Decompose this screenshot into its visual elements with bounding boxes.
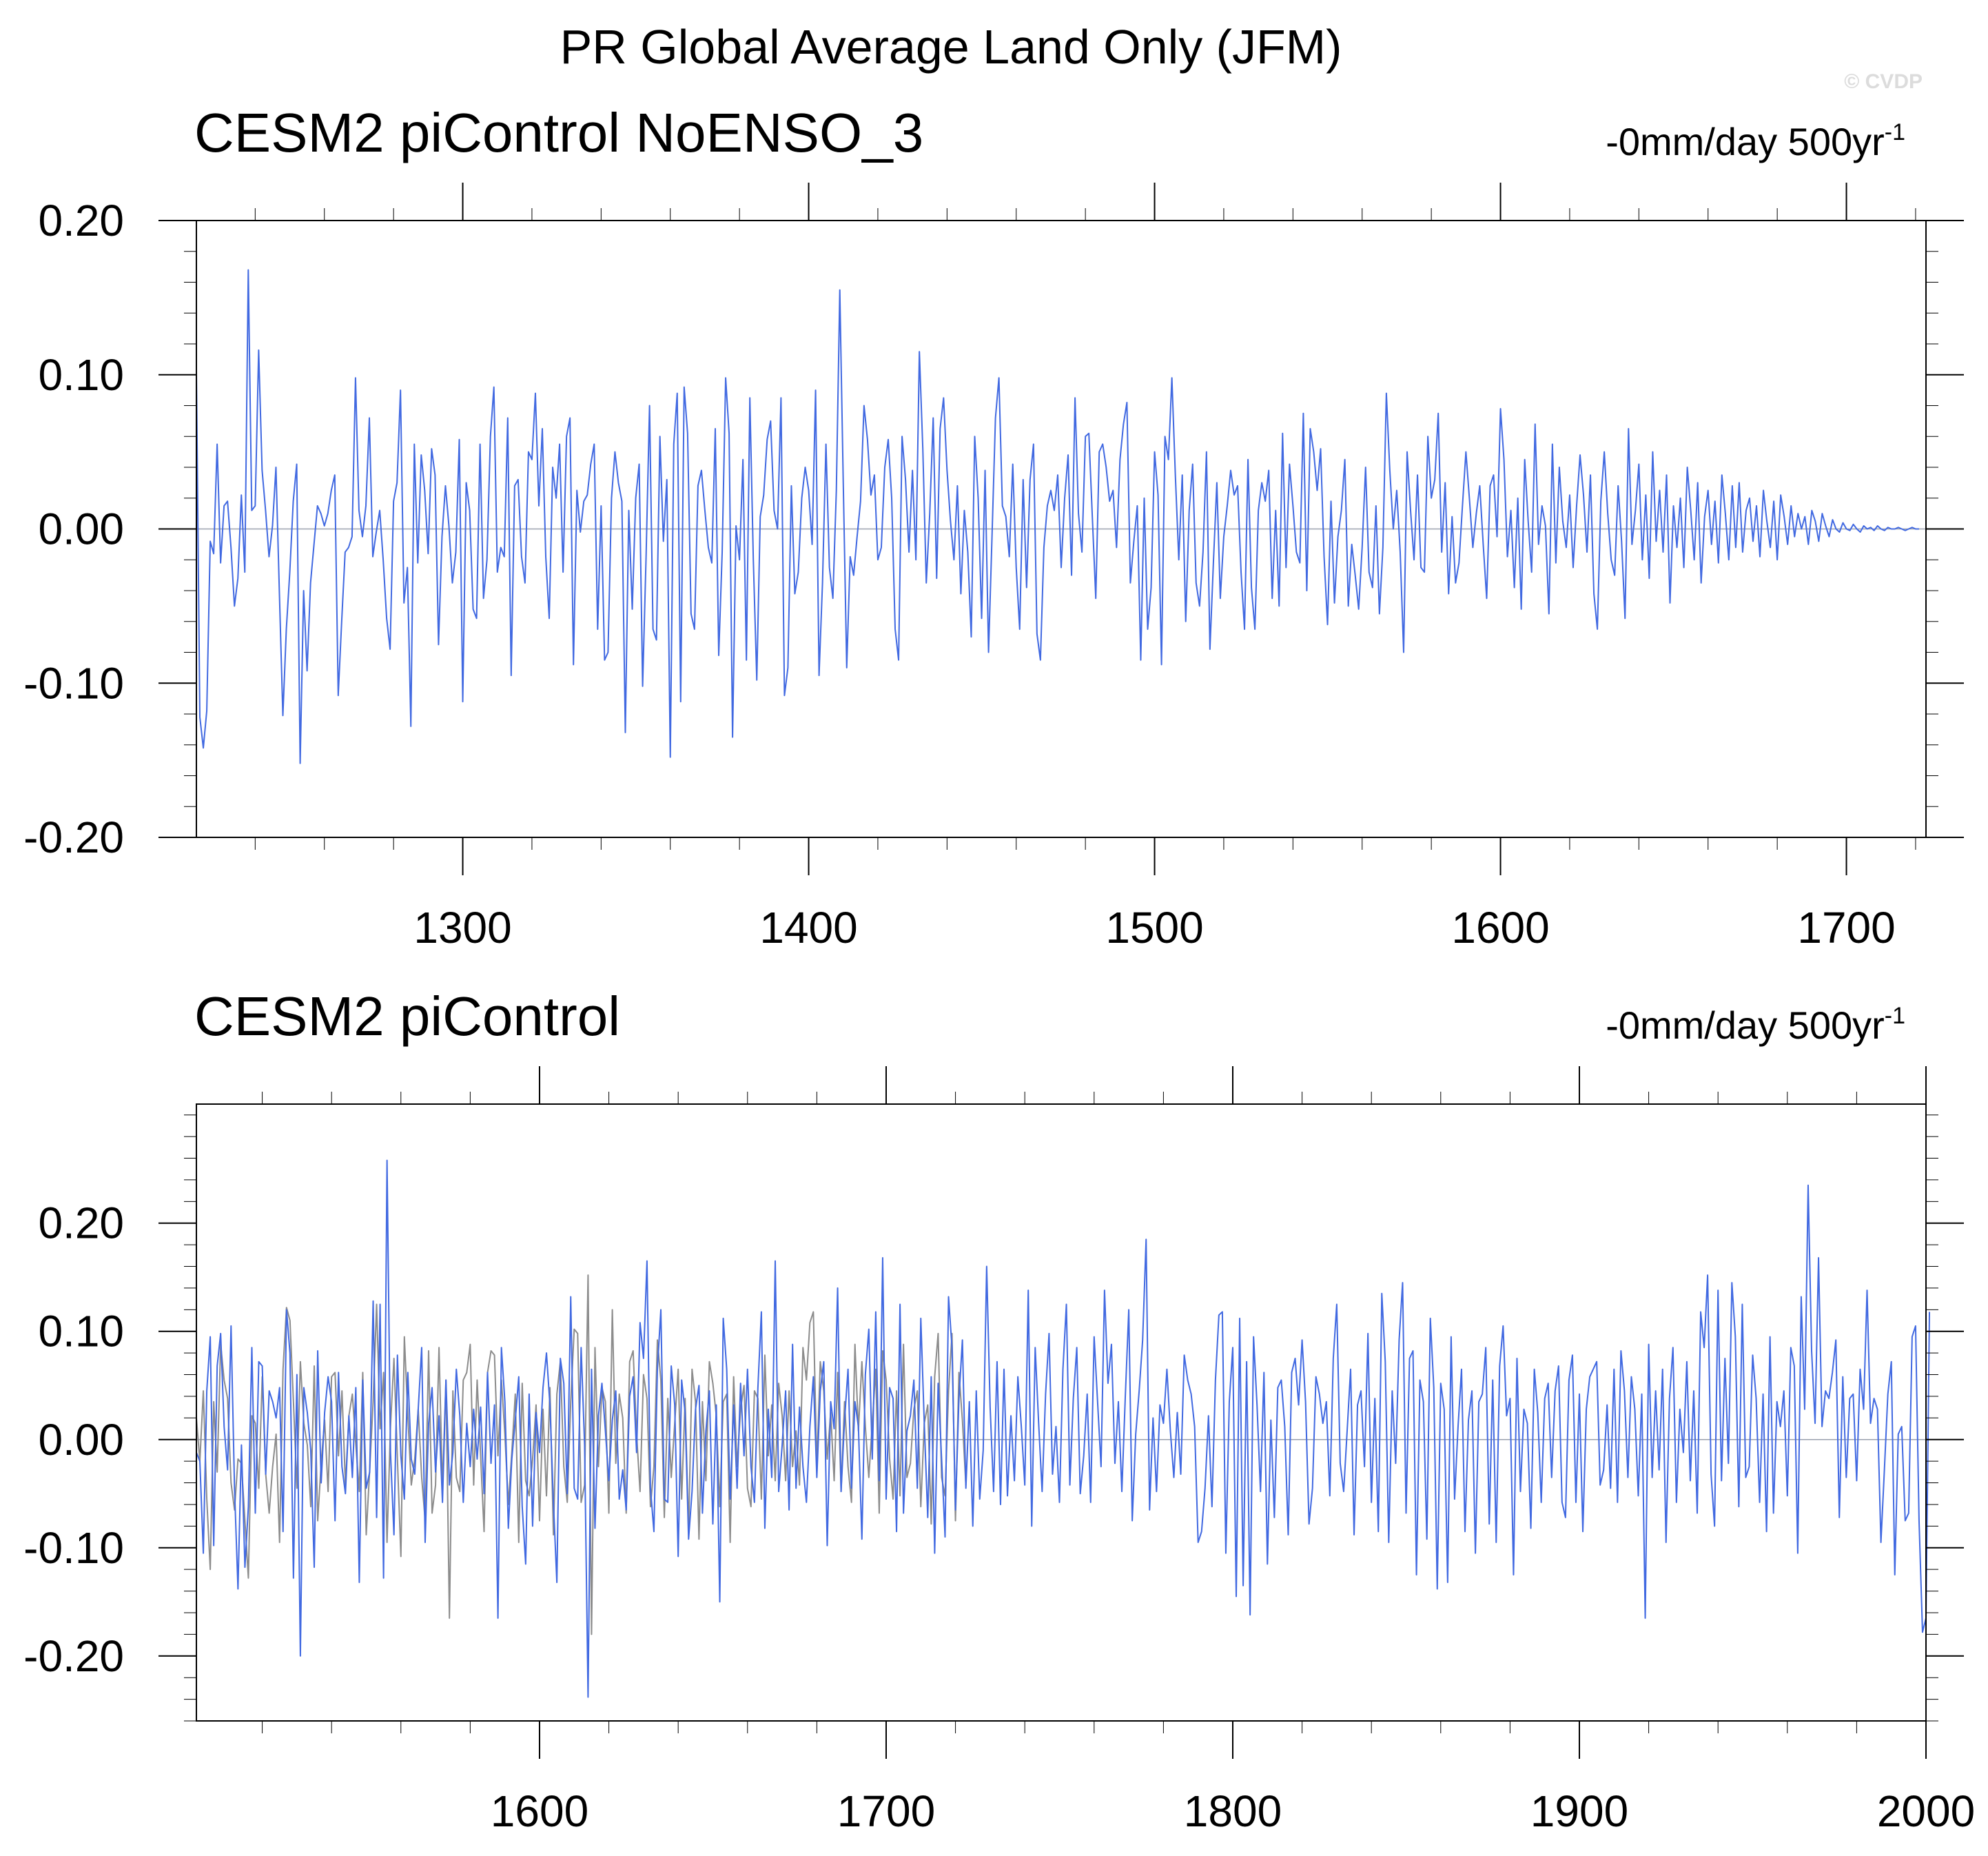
series-line-picontrol-main [196, 1159, 1931, 1698]
panel-picontrol-title: CESM2 piControl [194, 986, 620, 1047]
panel-noenso-plot: 0.20 0.10 0.00 -0.10 -0.20 1300 1400 1500 1600 17… [23, 183, 1964, 952]
panel-noenso-trend-text: -0mm/day 500yr [1606, 120, 1885, 163]
panel-noenso: CESM2 piControl NoENSO_3 -0mm/day 500yr-… [23, 102, 1964, 952]
panel-noenso-trend: -0mm/day 500yr-1 [1606, 119, 1905, 163]
panel-picontrol-plot: 0.20 0.10 0.00 -0.10 -0.20 1600 1700 1800 1900 20… [23, 1066, 1975, 1836]
x-tick-label: 1500 [1105, 903, 1203, 952]
panel-picontrol-trend-text: -0mm/day 500yr [1606, 1003, 1885, 1047]
panel-noenso-title: CESM2 piControl NoENSO_3 [194, 102, 923, 163]
x-tick-label: 2000 [1877, 1786, 1975, 1836]
x-tick-label: 1600 [491, 1786, 588, 1836]
y-tick-label: 0.00 [38, 1415, 124, 1465]
series-line-noenso-main [196, 269, 1919, 764]
y-tick-label: -0.20 [23, 813, 124, 862]
y-tick-label: -0.20 [23, 1631, 124, 1681]
x-tick-label: 1400 [759, 903, 857, 952]
y-tick-label: -0.10 [23, 1523, 124, 1573]
y-tick-label: 0.20 [38, 1199, 124, 1248]
y-tick-label: 0.10 [38, 350, 124, 400]
x-tick-label: 1800 [1184, 1786, 1282, 1836]
y-tick-label: -0.10 [23, 658, 124, 708]
figure-title: PR Global Average Land Only (JFM) [560, 20, 1342, 74]
plot-frame [196, 1103, 1927, 1722]
x-tick-label: 1700 [837, 1786, 935, 1836]
x-tick-label: 1700 [1797, 903, 1895, 952]
y-tick-label: 0.10 [38, 1307, 124, 1356]
cvdp-watermark: © CVDP [1844, 70, 1923, 93]
x-tick-label: 1600 [1451, 903, 1549, 952]
panel-picontrol: CESM2 piControl -0mm/day 500yr-1 0.20 0.1… [23, 986, 1975, 1836]
x-tick-label: 1300 [413, 903, 511, 952]
y-tick-label: 0.00 [38, 504, 124, 554]
panel-picontrol-trend-exponent: -1 [1885, 1003, 1905, 1029]
panel-noenso-trend-exponent: -1 [1885, 119, 1905, 145]
x-tick-label: 1900 [1530, 1786, 1628, 1836]
y-tick-label: 0.20 [38, 196, 124, 245]
panel-picontrol-trend: -0mm/day 500yr-1 [1606, 1003, 1905, 1047]
